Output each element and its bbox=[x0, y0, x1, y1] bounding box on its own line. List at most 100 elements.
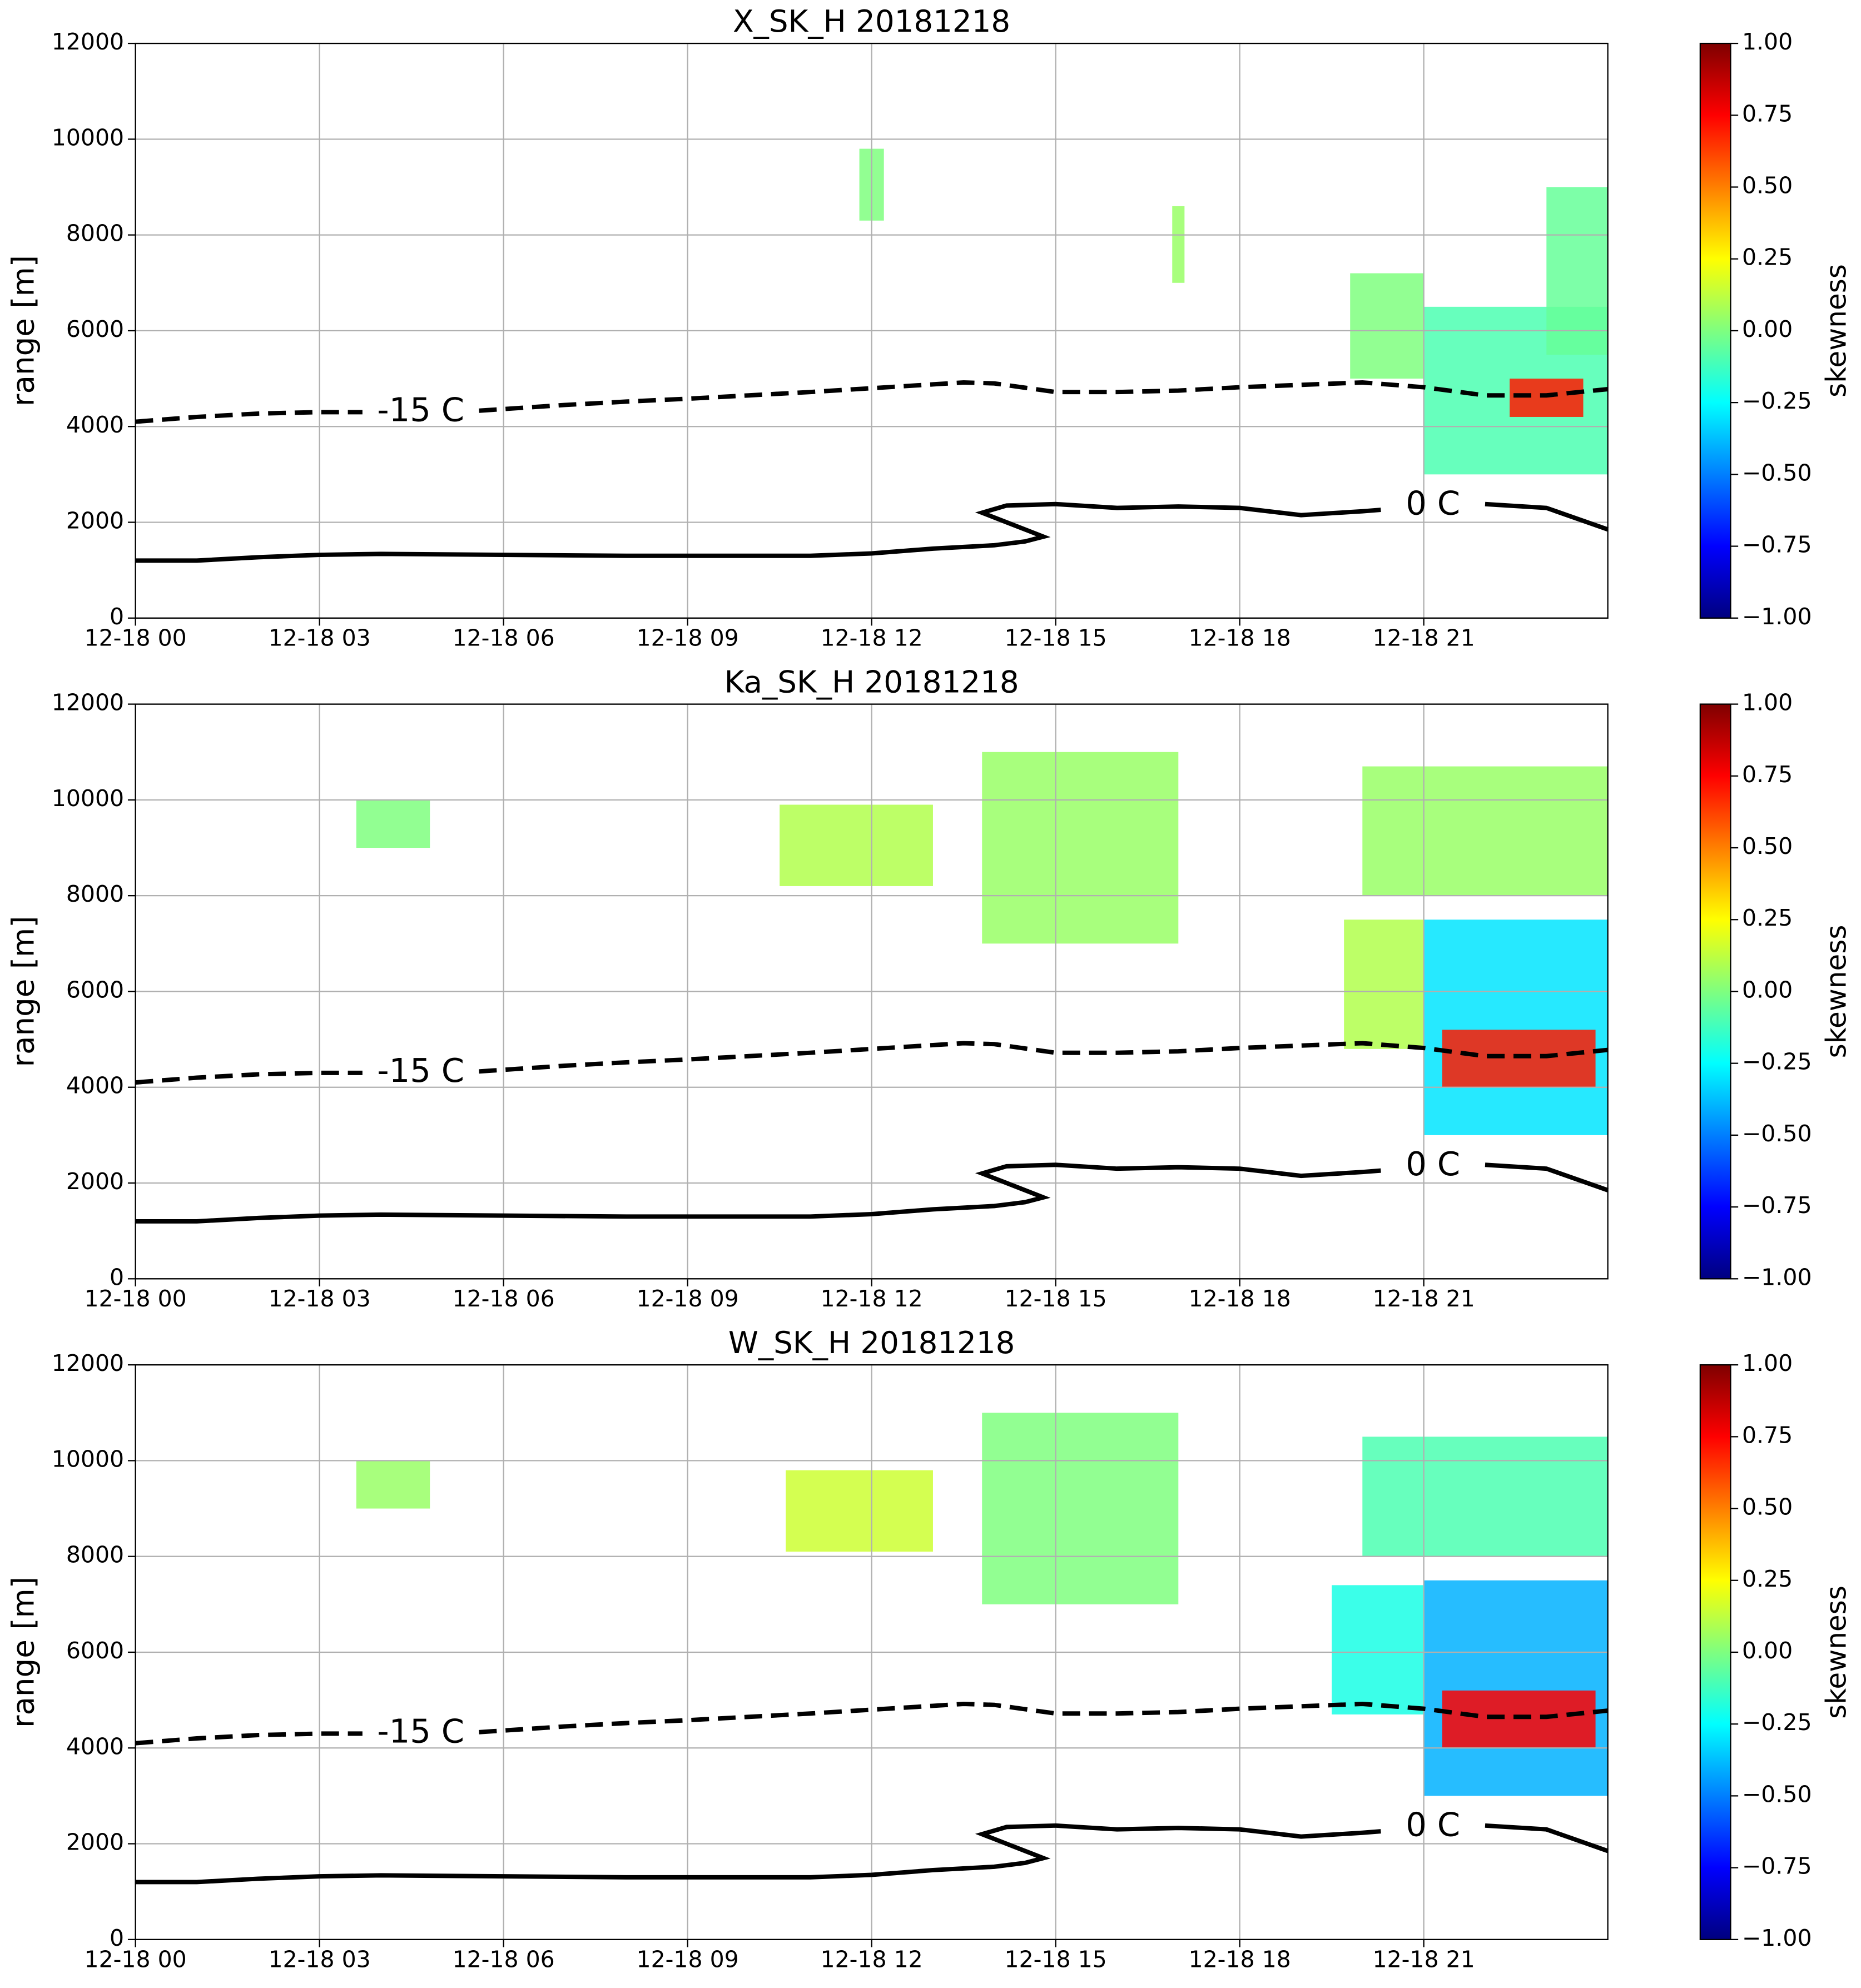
x-tick-label: 12-18 18 bbox=[1189, 624, 1291, 651]
x-tick-label: 12-18 03 bbox=[269, 1285, 371, 1312]
isotherm-label: -15 C bbox=[377, 390, 464, 429]
colorbar bbox=[1699, 42, 1731, 619]
colorbar-tick-label: 1.00 bbox=[1742, 1350, 1793, 1376]
y-tick-label: 0 bbox=[110, 1264, 124, 1290]
y-axis-label: range [m] bbox=[6, 1577, 41, 1728]
isotherm-label: 0 C bbox=[1406, 484, 1460, 522]
colorbar-tick-label: 1.00 bbox=[1742, 28, 1793, 55]
cloud-cell bbox=[1546, 187, 1608, 355]
x-tick-label: 12-18 03 bbox=[269, 624, 371, 651]
colorbar-tick-label: −0.50 bbox=[1742, 459, 1812, 486]
x-tick-label: 12-18 21 bbox=[1373, 1285, 1475, 1312]
y-axis-label: range [m] bbox=[6, 255, 41, 406]
y-tick-label: 6000 bbox=[66, 316, 124, 342]
colorbar-tick-label: 0.00 bbox=[1742, 976, 1793, 1003]
y-tick-label: 2000 bbox=[66, 507, 124, 534]
y-tick-label: 8000 bbox=[66, 881, 124, 907]
colorbar-label: skewness bbox=[1820, 925, 1853, 1058]
y-tick-label: 2000 bbox=[66, 1168, 124, 1195]
x-tick-label: 12-18 00 bbox=[85, 1285, 187, 1312]
cloud-cell bbox=[356, 1460, 430, 1509]
isotherm-label: 0 C bbox=[1406, 1805, 1460, 1843]
chart-title: X_SK_H 20181218 bbox=[733, 3, 1010, 39]
x-tick-label: 12-18 00 bbox=[85, 624, 187, 651]
y-tick-label: 4000 bbox=[66, 411, 124, 438]
x-tick-label: 12-18 15 bbox=[1005, 1285, 1107, 1312]
isotherm-line bbox=[135, 1702, 1609, 1746]
y-tick-label: 8000 bbox=[66, 1542, 124, 1568]
colorbar-tick-label: 0.75 bbox=[1742, 1422, 1793, 1448]
x-tick-label: 12-18 12 bbox=[821, 1946, 923, 1973]
colorbar-label: skewness bbox=[1820, 1586, 1853, 1719]
y-axis-label: range [m] bbox=[6, 916, 41, 1067]
colorbar bbox=[1699, 1364, 1731, 1940]
y-tick-label: 12000 bbox=[52, 689, 124, 716]
colorbar-tick-label: −0.25 bbox=[1742, 1048, 1812, 1075]
isotherm-label: -15 C bbox=[377, 1712, 464, 1751]
x-tick-label: 12-18 09 bbox=[637, 1285, 739, 1312]
x-tick-label: 12-18 06 bbox=[453, 1946, 555, 1973]
chart-title: Ka_SK_H 20181218 bbox=[724, 664, 1019, 699]
colorbar-tick-label: 0.25 bbox=[1742, 244, 1793, 271]
colorbar-tick-label: 0.75 bbox=[1742, 100, 1793, 127]
isotherm-label: -15 C bbox=[377, 1051, 464, 1090]
cloud-cell bbox=[786, 1470, 933, 1552]
x-tick-label: 12-18 00 bbox=[85, 1946, 187, 1973]
colorbar bbox=[1699, 703, 1731, 1280]
colorbar-tick-label: 0.00 bbox=[1742, 1637, 1793, 1664]
cloud-cell bbox=[1423, 1580, 1608, 1796]
x-tick-label: 12-18 21 bbox=[1373, 624, 1475, 651]
colorbar-tick-label: 0.00 bbox=[1742, 316, 1793, 342]
chart-title: W_SK_H 20181218 bbox=[728, 1325, 1015, 1360]
cloud-cell bbox=[1442, 1030, 1596, 1087]
y-tick-label: 12000 bbox=[52, 28, 124, 55]
y-tick-label: 6000 bbox=[66, 976, 124, 1003]
colorbar-tick-label: 0.75 bbox=[1742, 761, 1793, 788]
cloud-cell bbox=[1423, 920, 1608, 1135]
plot-frame bbox=[135, 42, 1609, 619]
isotherm-line bbox=[135, 1162, 1609, 1224]
cloud-cell bbox=[982, 1413, 1179, 1604]
y-tick-label: 10000 bbox=[52, 785, 124, 812]
colorbar-tick-label: −0.75 bbox=[1742, 1853, 1812, 1880]
colorbar-tick-label: −0.25 bbox=[1742, 1709, 1812, 1736]
cloud-cell bbox=[1510, 379, 1584, 417]
cloud-cell bbox=[982, 752, 1179, 944]
x-tick-label: 12-18 06 bbox=[453, 1285, 555, 1312]
cloud-cell bbox=[780, 804, 933, 886]
isotherm-line bbox=[135, 501, 1609, 563]
x-tick-label: 12-18 15 bbox=[1005, 1946, 1107, 1973]
x-tick-label: 12-18 18 bbox=[1189, 1946, 1291, 1973]
x-tick-label: 12-18 18 bbox=[1189, 1285, 1291, 1312]
cloud-cell bbox=[356, 799, 430, 848]
y-tick-label: 8000 bbox=[66, 220, 124, 247]
x-tick-label: 12-18 21 bbox=[1373, 1946, 1475, 1973]
y-tick-label: 12000 bbox=[52, 1350, 124, 1376]
x-tick-label: 12-18 12 bbox=[821, 624, 923, 651]
colorbar-tick-label: −1.00 bbox=[1742, 1264, 1812, 1290]
cloud-cell bbox=[1350, 273, 1424, 379]
x-tick-label: 12-18 09 bbox=[637, 1946, 739, 1973]
isotherm-line bbox=[135, 380, 1609, 424]
isotherm-label: 0 C bbox=[1406, 1145, 1460, 1183]
cloud-cell bbox=[1442, 1690, 1596, 1748]
colorbar-tick-label: 0.50 bbox=[1742, 833, 1793, 859]
colorbar-tick-label: −1.00 bbox=[1742, 1925, 1812, 1951]
x-tick-label: 12-18 09 bbox=[637, 624, 739, 651]
isotherm-line bbox=[135, 1823, 1609, 1885]
y-tick-label: 6000 bbox=[66, 1637, 124, 1664]
colorbar-tick-label: 0.50 bbox=[1742, 1494, 1793, 1520]
cloud-cell bbox=[1332, 1585, 1424, 1714]
colorbar-label: skewness bbox=[1820, 264, 1853, 397]
y-tick-label: 10000 bbox=[52, 124, 124, 151]
colorbar-tick-label: 0.50 bbox=[1742, 172, 1793, 198]
colorbar-tick-label: −0.25 bbox=[1742, 387, 1812, 414]
cloud-cell bbox=[1344, 920, 1424, 1049]
isotherm-line bbox=[135, 1041, 1609, 1085]
colorbar-tick-label: 0.25 bbox=[1742, 904, 1793, 931]
x-tick-label: 12-18 15 bbox=[1005, 624, 1107, 651]
y-tick-label: 4000 bbox=[66, 1733, 124, 1760]
plot-frame bbox=[135, 703, 1609, 1280]
y-tick-label: 2000 bbox=[66, 1829, 124, 1856]
